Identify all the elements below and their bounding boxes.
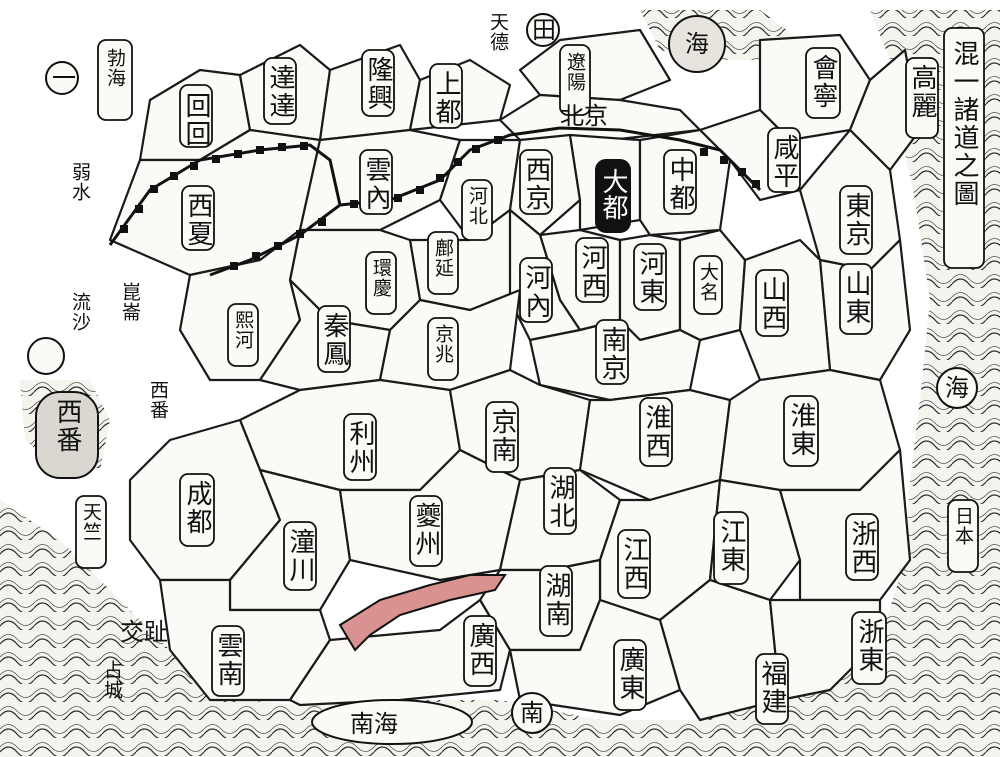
label-zhongdu: 中都 [665,156,695,212]
top-seal-label: 海 [685,30,709,58]
west-seal-frame [35,391,99,479]
label-kuizhou: 夔州 [411,502,441,558]
label-guangxi: 廣西 [465,622,495,678]
tianzhu-frame [75,495,107,569]
region-gaoli [848,48,922,172]
label-ruoshui: 弱水 [69,162,91,202]
label-nanjing: 南京 [597,326,627,382]
label-huanqing: 環慶 [370,258,392,298]
japan-frame [947,499,979,573]
label-hexi: 河西 [577,244,607,300]
label-fuyan: 鄜延 [432,238,454,278]
label-fujian: 福建 [757,660,787,716]
bohai-label: 勃海 [104,48,126,88]
region-guangxi [288,598,512,707]
label-huaidong: 淮東 [786,402,816,458]
label-xixia: 西夏 [183,192,213,248]
label-chengdu: 成都 [182,480,212,536]
tiande-label: 天德 [487,12,509,52]
outer-labels: 弱水 流沙 崑崙 西番 西番 天竺 交趾 日本 海 南 南海 占城 [27,162,979,745]
label-xijing: 西京 [521,156,551,212]
label-jiangdong: 江東 [716,518,746,574]
label-hunan: 湖南 [541,572,571,628]
label-gaoli: 高麗 [907,64,937,120]
label-daming: 大名 [697,262,719,302]
label-guangdong: 廣東 [615,646,645,702]
label-tongchuan: 潼川 [285,528,315,584]
map-title: 混一諸道之圖 [949,40,979,208]
liaoyang-label: 遼陽 [564,52,586,92]
label-jingzhao: 京兆 [432,324,454,364]
label-longxing: 隆興 [363,56,393,112]
label-champa: 占城 [101,660,123,700]
label-hedong: 河東 [635,250,665,306]
bottom-sea-frame [311,699,473,745]
label-xianping: 咸平 [769,134,799,190]
label-zhexi: 浙西 [847,520,877,576]
label-jingnan: 京南 [487,408,517,464]
label-bottom-sea: 南海 [350,710,398,738]
label-shangdu: 上都 [431,70,461,126]
label-hai-right: 海 [945,374,969,402]
label-guangsha: 流沙 [69,292,91,332]
label-kunlun: 崑崙 [119,282,141,322]
field-mark-label: 田 [532,16,556,44]
label-dada: 達達 [265,64,295,120]
label-hebei: 河北 [466,186,488,226]
label-jiangxi: 江西 [619,536,649,592]
circle-one-label: 一 [52,64,76,92]
label-hubei: 湖北 [545,474,575,530]
east-sea [760,10,1000,757]
label-xifan-seal: 西番 [52,398,82,454]
label-tianzhu: 天竺 [80,502,102,542]
bohai-frame [97,39,133,121]
label-tibet-west: 西番 [147,380,169,420]
map-title-frame [943,27,985,269]
east-circle-marker [936,367,978,409]
label-japan: 日本 [952,506,974,546]
label-xihe: 熙河 [232,310,254,350]
label-yunnei: 雲內 [361,156,391,212]
label-nan-sea: 南 [520,699,544,727]
south-circle-marker [511,692,553,734]
field-mark-circle [526,13,560,47]
label-yunnan: 雲南 [213,632,243,688]
highlighted-river-segment [338,574,507,652]
label-dadu: 大都 [598,168,628,220]
label-shandong: 山東 [841,270,871,326]
label-lizhou: 利州 [345,420,375,476]
liaoyang-frame [559,44,591,116]
top-seal [668,15,726,73]
label-qinfeng: 秦鳳 [319,312,349,368]
label-jiaozhi: 交趾 [120,618,168,646]
north-capital-label: 北京 [560,102,608,130]
west-circle-marker [27,337,65,375]
label-shanxi: 山西 [757,276,787,332]
label-zhedong: 浙東 [854,618,884,674]
label-dongjing: 東京 [841,192,871,248]
label-huaixi: 淮西 [641,404,671,460]
south-sea [0,500,780,757]
label-huining: 會寧 [808,54,838,110]
label-huihui: 回回 [181,92,211,148]
label-henei: 河內 [521,264,551,320]
circle-one-marker [45,61,79,95]
region-labels: 回回 達達 隆興 上都 雲內 西夏 河北 西京 大都 中都 咸平 會寧 高麗 東… [179,47,939,725]
